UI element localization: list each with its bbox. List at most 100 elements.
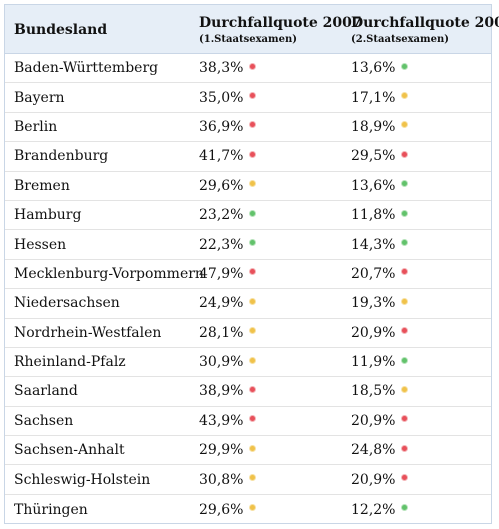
cell-first-exam: 29,6% xyxy=(199,172,256,200)
cell-second-exam: 19,3% xyxy=(351,289,408,317)
cell-second-exam: 29,5% xyxy=(351,142,408,170)
second-exam-value: 14,3% xyxy=(351,236,396,253)
table-row: Baden-Württemberg 38,3% 13,6% xyxy=(5,54,491,84)
cell-bundesland: Sachsen xyxy=(14,412,74,429)
status-dot-red-icon xyxy=(402,445,408,451)
header-second-exam-title: Durchfallquote 2007 xyxy=(351,15,499,31)
first-exam-value: 29,6% xyxy=(199,501,244,518)
status-dot-red-icon xyxy=(250,386,256,392)
table-row: Bayern 35,0% 17,1% xyxy=(5,83,491,113)
cell-first-exam: 28,1% xyxy=(199,319,256,347)
second-exam-value: 13,6% xyxy=(351,177,396,194)
cell-bundesland: Mecklenburg-Vorpommern xyxy=(14,265,204,282)
first-exam-value: 36,9% xyxy=(199,118,244,135)
status-dot-yellow-icon xyxy=(250,357,256,363)
header-first-exam-subtitle: (1.Staatsexamen) xyxy=(199,34,297,45)
second-exam-value: 13,6% xyxy=(351,60,396,77)
second-exam-value: 24,8% xyxy=(351,442,396,459)
status-dot-red-icon xyxy=(402,269,408,275)
status-dot-yellow-icon xyxy=(250,298,256,304)
cell-bundesland: Bremen xyxy=(14,177,70,194)
cell-bundesland: Rheinland-Pfalz xyxy=(14,354,126,371)
table-row: Berlin 36,9% 18,9% xyxy=(5,113,491,143)
cell-first-exam: 35,0% xyxy=(199,83,256,111)
status-dot-yellow-icon xyxy=(250,328,256,334)
cell-first-exam: 43,9% xyxy=(199,407,256,435)
cell-first-exam: 24,9% xyxy=(199,289,256,317)
first-exam-value: 22,3% xyxy=(199,236,244,253)
cell-second-exam: 20,9% xyxy=(351,319,408,347)
status-dot-green-icon xyxy=(402,505,408,511)
first-exam-value: 24,9% xyxy=(199,295,244,312)
second-exam-value: 18,9% xyxy=(351,118,396,135)
status-dot-red-icon xyxy=(402,151,408,157)
table-row: Thüringen 29,6% 12,2% xyxy=(5,495,491,524)
second-exam-value: 11,9% xyxy=(351,354,396,371)
cell-bundesland: Baden-Württemberg xyxy=(14,60,159,77)
first-exam-value: 38,9% xyxy=(199,383,244,400)
cell-second-exam: 18,5% xyxy=(351,377,408,405)
cell-second-exam: 13,6% xyxy=(351,172,408,200)
table-row: Nordrhein-Westfalen 28,1% 20,9% xyxy=(5,319,491,348)
cell-bundesland: Sachsen-Anhalt xyxy=(14,442,125,459)
cell-bundesland: Hamburg xyxy=(14,207,82,224)
table-row: Saarland 38,9% 18,5% xyxy=(5,377,491,407)
table-row: Bremen 29,6% 13,6% xyxy=(5,172,491,201)
second-exam-value: 20,9% xyxy=(351,324,396,341)
status-dot-yellow-icon xyxy=(250,181,256,187)
first-exam-value: 35,0% xyxy=(199,89,244,106)
status-dot-yellow-icon xyxy=(402,298,408,304)
cell-first-exam: 36,9% xyxy=(199,113,256,141)
first-exam-value: 29,9% xyxy=(199,442,244,459)
cell-bundesland: Niedersachsen xyxy=(14,295,120,312)
status-dot-red-icon xyxy=(250,63,256,69)
cell-second-exam: 20,9% xyxy=(351,465,408,493)
cell-first-exam: 38,9% xyxy=(199,377,256,405)
first-exam-value: 43,9% xyxy=(199,412,244,429)
second-exam-value: 20,9% xyxy=(351,471,396,488)
table-header: Bundesland Durchfallquote 2007 (1.Staats… xyxy=(5,5,499,54)
header-second-exam-subtitle: (2.Staatsexamen) xyxy=(351,34,449,45)
status-dot-red-icon xyxy=(402,475,408,481)
first-exam-value: 30,8% xyxy=(199,471,244,488)
table-row: Hessen 22,3% 14,3% xyxy=(5,230,491,260)
second-exam-value: 18,5% xyxy=(351,383,396,400)
cell-second-exam: 20,7% xyxy=(351,260,408,288)
cell-bundesland: Saarland xyxy=(14,383,78,400)
table-row: Sachsen-Anhalt 29,9% 24,8% xyxy=(5,436,491,466)
status-dot-green-icon xyxy=(402,181,408,187)
cell-bundesland: Berlin xyxy=(14,118,58,135)
second-exam-value: 12,2% xyxy=(351,501,396,518)
first-exam-value: 23,2% xyxy=(199,207,244,224)
status-dot-yellow-icon xyxy=(402,122,408,128)
second-exam-value: 20,7% xyxy=(351,265,396,282)
status-dot-green-icon xyxy=(402,210,408,216)
cell-first-exam: 29,6% xyxy=(199,495,256,524)
table-body: Baden-Württemberg 38,3% 13,6% Bayern 35,… xyxy=(5,54,491,524)
cell-bundesland: Schleswig-Holstein xyxy=(14,471,151,488)
cell-first-exam: 23,2% xyxy=(199,201,256,229)
cell-first-exam: 41,7% xyxy=(199,142,256,170)
status-dot-red-icon xyxy=(402,328,408,334)
cell-first-exam: 30,9% xyxy=(199,348,256,376)
status-dot-red-icon xyxy=(250,122,256,128)
cell-first-exam: 29,9% xyxy=(199,436,256,464)
cell-first-exam: 22,3% xyxy=(199,230,256,258)
status-dot-yellow-icon xyxy=(250,505,256,511)
table-row: Mecklenburg-Vorpommern 47,9% 20,7% xyxy=(5,260,491,290)
table-row: Rheinland-Pfalz 30,9% 11,9% xyxy=(5,348,491,378)
status-dot-yellow-icon xyxy=(402,93,408,99)
cell-second-exam: 11,8% xyxy=(351,201,408,229)
cell-second-exam: 17,1% xyxy=(351,83,408,111)
table-row: Hamburg 23,2% 11,8% xyxy=(5,201,491,231)
first-exam-value: 29,6% xyxy=(199,177,244,194)
first-exam-value: 30,9% xyxy=(199,354,244,371)
table-row: Niedersachsen 24,9% 19,3% xyxy=(5,289,491,319)
cell-second-exam: 11,9% xyxy=(351,348,408,376)
status-dot-red-icon xyxy=(250,416,256,422)
status-dot-green-icon xyxy=(402,357,408,363)
cell-second-exam: 20,9% xyxy=(351,407,408,435)
cell-second-exam: 18,9% xyxy=(351,113,408,141)
table-row: Schleswig-Holstein 30,8% 20,9% xyxy=(5,465,491,495)
cell-first-exam: 47,9% xyxy=(199,260,256,288)
